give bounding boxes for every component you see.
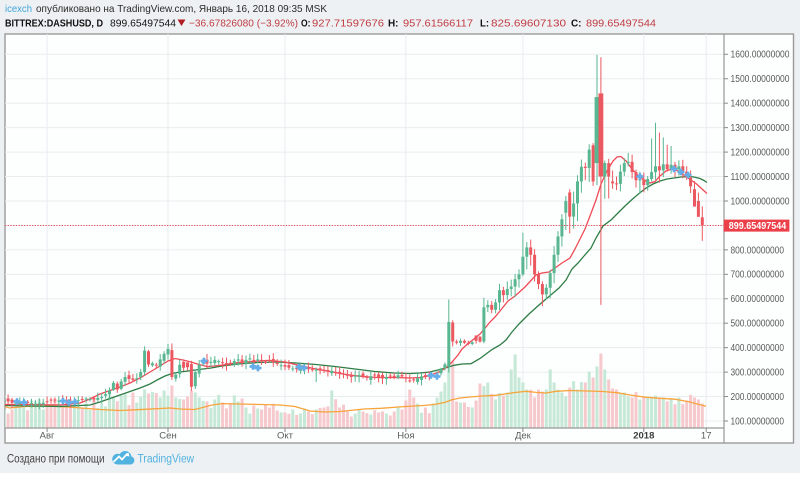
svg-text:100.00000000: 100.00000000: [731, 416, 785, 427]
svg-text:1200.00000000: 1200.00000000: [731, 147, 790, 158]
svg-text:800.00000000: 800.00000000: [731, 245, 785, 256]
svg-text:TradingView: TradingView: [138, 454, 195, 466]
svg-text:700.00000000: 700.00000000: [731, 270, 785, 281]
svg-text:Авг: Авг: [40, 431, 55, 442]
svg-text:957.61566117: 957.61566117: [403, 19, 473, 30]
svg-text:1300.00000000: 1300.00000000: [731, 123, 790, 134]
svg-text:−36.67826080 (−3.92%): −36.67826080 (−3.92%): [189, 19, 298, 30]
svg-text:1600.00000000: 1600.00000000: [731, 50, 790, 61]
svg-text:Сен: Сен: [159, 431, 176, 442]
svg-text:927.71597676: 927.71597676: [312, 19, 384, 30]
svg-text:899.65497544: 899.65497544: [729, 221, 787, 232]
svg-text:2018: 2018: [633, 431, 654, 442]
svg-text:825.69607130: 825.69607130: [491, 19, 566, 30]
svg-text:опубликовано на TradingView.co: опубликовано на TradingView.com, Январь …: [36, 3, 327, 15]
svg-text:Создано при помощи: Создано при помощи: [7, 454, 105, 466]
svg-text:899.65497544: 899.65497544: [586, 19, 656, 30]
svg-text:Окт: Окт: [277, 431, 294, 442]
svg-text:400.00000000: 400.00000000: [731, 343, 785, 354]
svg-text:1000.00000000: 1000.00000000: [731, 196, 790, 207]
svg-text:300.00000000: 300.00000000: [731, 368, 785, 379]
svg-text:BITTREX:DASHUSD, D: BITTREX:DASHUSD, D: [5, 19, 103, 30]
svg-text:icexch: icexch: [5, 3, 32, 15]
svg-text:H:: H:: [388, 19, 399, 30]
svg-text:200.00000000: 200.00000000: [731, 392, 785, 403]
svg-text:C:: C:: [571, 19, 582, 30]
svg-text:1400.00000000: 1400.00000000: [731, 99, 790, 110]
svg-text:899.65497544: 899.65497544: [110, 19, 176, 30]
svg-text:Дек: Дек: [515, 431, 532, 442]
svg-text:600.00000000: 600.00000000: [731, 294, 785, 305]
svg-text:L:: L:: [480, 19, 489, 30]
svg-text:1500.00000000: 1500.00000000: [731, 74, 790, 85]
svg-text:1100.00000000: 1100.00000000: [731, 172, 790, 183]
svg-text:500.00000000: 500.00000000: [731, 319, 785, 330]
svg-text:17: 17: [701, 431, 712, 442]
svg-text:Ноя: Ноя: [397, 431, 414, 442]
svg-text:O:: O:: [301, 19, 311, 30]
